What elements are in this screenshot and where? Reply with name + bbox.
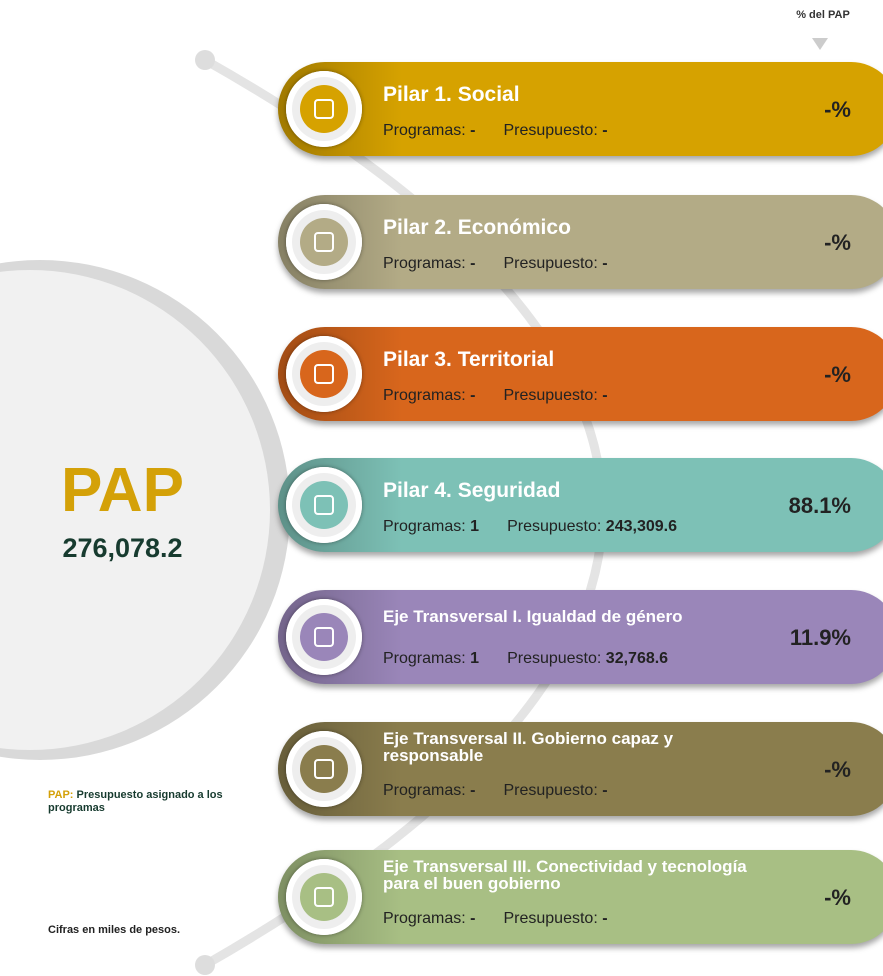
programs-label: Programas:: [383, 255, 466, 272]
pillar-title: Pilar 1. Social: [383, 83, 520, 106]
budget-label: Presupuesto:: [503, 122, 598, 139]
pillar-title: Pilar 4. Seguridad: [383, 479, 561, 502]
pillar-pct: -%: [824, 230, 851, 255]
pillar-title: Pilar 3. Territorial: [383, 348, 555, 371]
icon-glyph: [300, 873, 348, 921]
pillar-stats: Programas: - Presupuesto: -: [383, 782, 608, 800]
programs-label: Programas:: [383, 910, 466, 927]
arrow: [812, 38, 828, 50]
budget-value: -: [602, 910, 608, 927]
pillar-pct: -%: [824, 97, 851, 122]
pillar-card: Eje Transversal II. Gobierno capaz y res…: [278, 722, 883, 816]
budget-label: Presupuesto:: [503, 255, 598, 272]
budget-value: -: [602, 782, 608, 799]
pillar-stats: Programas: - Presupuesto: -: [383, 255, 608, 273]
legend-key: PAP:: [48, 789, 74, 801]
pillar-icon: [286, 859, 362, 935]
programs-value: 1: [470, 650, 480, 667]
pillar-card: Pilar 2. Económico Programas: - Presupuest…: [278, 195, 883, 289]
budget-label: Presupuesto:: [503, 910, 598, 927]
budget-label: Presupuesto:: [503, 782, 598, 799]
programs-value: -: [470, 255, 476, 272]
pap-value: 276,078.2: [62, 533, 183, 563]
pillar-icon: [286, 599, 362, 675]
programs-value: -: [470, 387, 476, 404]
pct-label: % del PAP: [796, 9, 850, 21]
programs-value: -: [470, 782, 476, 799]
budget-value: 32,768.6: [605, 650, 669, 667]
pillar-title: Pilar 2. Económico: [383, 216, 571, 239]
note: Cifras en miles de pesos.: [48, 924, 181, 936]
pillar-card: Eje Transversal I. Igualdad de género Pro…: [278, 590, 883, 684]
pillar-pct: -%: [824, 362, 851, 387]
budget-value: -: [602, 387, 608, 404]
budget-value: 243,309.6: [605, 518, 677, 535]
pillar-card: Eje Transversal III. Conectividad y tecn…: [278, 850, 883, 944]
icon-glyph: [300, 350, 348, 398]
icon-glyph: [300, 745, 348, 793]
dot: [195, 50, 215, 70]
pillar-icon: [286, 204, 362, 280]
programs-label: Programas:: [383, 650, 466, 667]
pillar-pct: -%: [824, 757, 851, 782]
dot: [195, 955, 215, 975]
budget-value: -: [602, 255, 608, 272]
programs-label: Programas:: [383, 518, 466, 535]
pillar-stats: Programas: - Presupuesto: -: [383, 910, 608, 928]
pap-title: PAP: [61, 456, 184, 525]
pillar-title: Eje Transversal II. Gobierno capaz y res…: [383, 729, 674, 765]
legend-text: Presupuesto asignado a los programas: [48, 789, 223, 815]
pillar-pct: 11.9%: [789, 625, 851, 650]
pillar-pct: 88.1%: [788, 493, 851, 518]
budget-label: Presupuesto:: [503, 387, 598, 404]
pillar-icon: [286, 731, 362, 807]
pillar-icon: [286, 336, 362, 412]
pillar-icon: [286, 467, 362, 543]
pillar-card: Pilar 4. Seguridad Programas: 1 Presupuest…: [278, 458, 883, 552]
icon-glyph: [300, 613, 348, 661]
pillar-title: Eje Transversal III. Conectividad y tecn…: [383, 857, 747, 893]
icon-glyph: [300, 481, 348, 529]
pillar-card: Pilar 1. Social Programas: - Presupuesto: …: [278, 62, 883, 156]
pillar-pct: -%: [824, 885, 851, 910]
budget-label: Presupuesto:: [507, 650, 602, 667]
programs-value: -: [470, 910, 476, 927]
pillar-card: Pilar 3. Territorial Programas: - Presupue…: [278, 327, 883, 421]
programs-value: 1: [470, 518, 480, 535]
pap-circle: [0, 270, 270, 750]
legend: PAP: Presupuesto asignado a los programa…: [48, 789, 258, 815]
programs-value: -: [470, 122, 476, 139]
icon-glyph: [300, 218, 348, 266]
pillar-stats: Programas: - Presupuesto: -: [383, 387, 608, 405]
pillar-stats: Programas: 1 Presupuesto: 32,768.6: [383, 650, 668, 668]
pillar-stats: Programas: - Presupuesto: -: [383, 122, 608, 140]
programs-label: Programas:: [383, 122, 466, 139]
pillar-title: Eje Transversal I. Igualdad de género: [383, 607, 683, 626]
programs-label: Programas:: [383, 782, 466, 799]
budget-value: -: [602, 122, 608, 139]
budget-label: Presupuesto:: [507, 518, 602, 535]
programs-label: Programas:: [383, 387, 466, 404]
pillar-stats: Programas: 1 Presupuesto: 243,309.6: [383, 518, 677, 536]
icon-glyph: [300, 85, 348, 133]
pillar-icon: [286, 71, 362, 147]
